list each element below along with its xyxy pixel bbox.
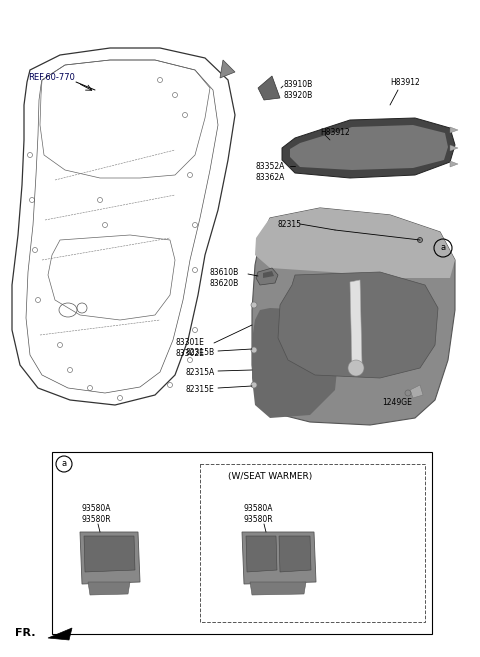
Polygon shape bbox=[88, 582, 130, 595]
Polygon shape bbox=[263, 271, 274, 278]
Text: 82315: 82315 bbox=[278, 220, 302, 229]
Text: 93580A
93580R: 93580A 93580R bbox=[82, 504, 112, 524]
Polygon shape bbox=[279, 536, 311, 572]
Text: 1249GE: 1249GE bbox=[382, 398, 412, 407]
Polygon shape bbox=[278, 272, 438, 378]
Polygon shape bbox=[258, 76, 280, 100]
Text: H83912: H83912 bbox=[390, 78, 420, 87]
Polygon shape bbox=[246, 536, 277, 572]
Circle shape bbox=[251, 347, 257, 353]
Polygon shape bbox=[410, 385, 423, 398]
Text: (W/SEAT WARMER): (W/SEAT WARMER) bbox=[228, 472, 312, 481]
Polygon shape bbox=[250, 582, 306, 595]
Text: a: a bbox=[441, 244, 445, 252]
Text: FR.: FR. bbox=[15, 628, 36, 638]
Polygon shape bbox=[350, 280, 362, 367]
Text: 83910B
83920B: 83910B 83920B bbox=[283, 80, 312, 100]
Polygon shape bbox=[242, 532, 316, 584]
Polygon shape bbox=[84, 536, 135, 572]
Circle shape bbox=[251, 302, 257, 308]
Polygon shape bbox=[48, 628, 72, 640]
Bar bbox=[52, 452, 432, 634]
Text: 83610B
83620B: 83610B 83620B bbox=[210, 268, 239, 288]
Polygon shape bbox=[282, 118, 455, 178]
Circle shape bbox=[251, 382, 257, 388]
Polygon shape bbox=[255, 208, 455, 278]
Polygon shape bbox=[252, 308, 340, 418]
Text: 83301E
83302E: 83301E 83302E bbox=[175, 338, 204, 358]
Polygon shape bbox=[290, 125, 448, 170]
Text: 82315A: 82315A bbox=[185, 368, 214, 377]
Text: 93580A
93580R: 93580A 93580R bbox=[244, 504, 274, 524]
Polygon shape bbox=[450, 161, 458, 167]
Circle shape bbox=[348, 360, 364, 376]
Text: 82315E: 82315E bbox=[185, 385, 214, 394]
Polygon shape bbox=[220, 60, 235, 78]
Polygon shape bbox=[80, 532, 140, 584]
Text: a: a bbox=[61, 459, 67, 468]
Text: REF.60-770: REF.60-770 bbox=[28, 73, 75, 82]
Polygon shape bbox=[450, 145, 458, 151]
Polygon shape bbox=[256, 268, 278, 285]
Polygon shape bbox=[450, 127, 458, 133]
Circle shape bbox=[418, 237, 422, 242]
Bar bbox=[200, 464, 425, 622]
Text: 82315B: 82315B bbox=[185, 348, 214, 357]
Text: H83912: H83912 bbox=[320, 128, 350, 137]
Polygon shape bbox=[252, 208, 455, 425]
Text: 83352A
83362A: 83352A 83362A bbox=[255, 162, 284, 182]
